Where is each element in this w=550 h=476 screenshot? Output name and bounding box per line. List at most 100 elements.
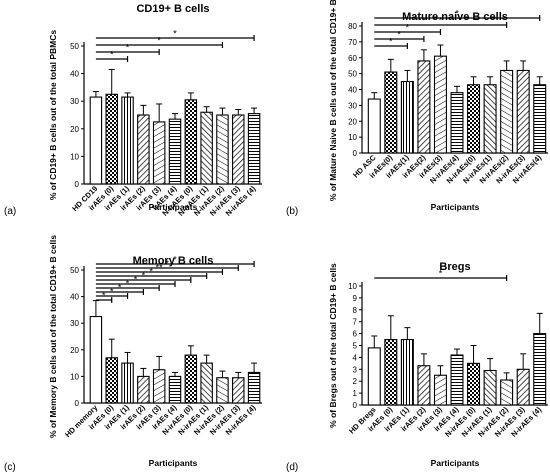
- bar: [433, 55, 447, 154]
- y-tick-label: 50: [70, 42, 79, 51]
- bar: [247, 113, 261, 185]
- significance-label: **: [156, 263, 164, 273]
- bar: [105, 93, 118, 185]
- y-tick-label: 0: [75, 399, 80, 408]
- bar: [433, 374, 447, 406]
- bar: [105, 357, 118, 404]
- bar: [184, 99, 198, 185]
- bar: [533, 84, 547, 154]
- bar: [400, 81, 414, 154]
- significance-label: *: [110, 50, 114, 60]
- significance-label: *: [157, 36, 161, 46]
- y-axis-label: % of Memory B cells out of the total CD1…: [48, 235, 58, 438]
- bar: [417, 60, 431, 154]
- bar: [500, 379, 514, 406]
- panel-label: (a): [4, 206, 16, 217]
- y-tick-label: 40: [70, 70, 79, 79]
- bar: [200, 111, 213, 185]
- significance-label: *: [173, 29, 177, 39]
- y-tick-label: 10: [348, 133, 357, 142]
- y-tick-label: 0: [75, 180, 80, 189]
- panel-label: (b): [286, 206, 298, 217]
- significance-label: *: [126, 43, 130, 53]
- y-tick-label: 40: [348, 86, 357, 95]
- bar: [516, 69, 530, 154]
- bar: [152, 369, 166, 404]
- y-tick-label: 80: [348, 22, 357, 31]
- significance-label: *: [389, 37, 393, 47]
- significance-label: *: [110, 287, 114, 297]
- y-tick-label: 2: [353, 377, 358, 386]
- y-tick-label: 30: [70, 97, 79, 106]
- bar: [367, 347, 381, 406]
- bar: [232, 114, 245, 185]
- bar: [121, 362, 134, 404]
- significance-label: *: [173, 255, 177, 265]
- bar: [384, 71, 398, 154]
- y-axis-label: % of CD19+ B cells out of the total PBMC…: [48, 30, 58, 201]
- y-tick-label: 10: [348, 282, 357, 291]
- y-tick-label: 30: [70, 319, 79, 328]
- chart-title: CD19+ B cells: [136, 3, 209, 15]
- y-tick-label: 40: [70, 293, 79, 302]
- y-tick-label: 50: [70, 266, 79, 275]
- significance-label: *: [134, 275, 138, 285]
- y-tick-label: 7: [353, 318, 358, 327]
- bar: [467, 84, 481, 154]
- bar: [121, 96, 134, 185]
- significance-label: *: [439, 16, 443, 26]
- bar: [483, 369, 497, 406]
- y-tick-label: 10: [70, 372, 79, 381]
- y-tick-label: 70: [348, 38, 357, 47]
- bar: [500, 69, 514, 154]
- significance-label: *: [150, 267, 154, 277]
- significance-label: *: [142, 271, 146, 281]
- x-axis-label: Participants: [431, 458, 480, 468]
- bar: [168, 118, 182, 185]
- y-tick-label: 9: [353, 294, 358, 303]
- bar: [450, 92, 464, 154]
- x-axis-label: Participants: [149, 458, 198, 468]
- y-tick-label: 8: [353, 306, 358, 315]
- chart-title: Bregs: [439, 261, 470, 273]
- panel-label: (c): [4, 462, 16, 473]
- bar: [367, 98, 381, 154]
- significance-label: *: [102, 291, 106, 301]
- bar: [216, 377, 229, 404]
- bar: [516, 368, 530, 406]
- chart-title: Memory B cells: [133, 255, 214, 267]
- bar: [483, 84, 497, 154]
- y-tick-label: 1: [353, 389, 358, 398]
- bar: [247, 371, 261, 404]
- y-tick-label: 60: [348, 54, 357, 63]
- x-axis-label: Participants: [149, 202, 198, 212]
- bar: [89, 96, 103, 185]
- bar: [216, 114, 229, 185]
- bar: [89, 315, 103, 404]
- significance-label: *: [455, 9, 459, 19]
- bar: [200, 362, 213, 404]
- bar: [152, 121, 166, 185]
- significance-label: *: [118, 283, 122, 293]
- y-tick-label: 10: [70, 152, 79, 161]
- significance-label: *: [406, 23, 410, 33]
- y-tick-label: 20: [348, 117, 357, 126]
- bar: [467, 362, 481, 406]
- x-axis-label: Participants: [431, 202, 480, 212]
- bar: [533, 333, 547, 406]
- y-axis-label: % of Bregs out of the total CD19+ B cell…: [328, 263, 338, 428]
- bar: [137, 375, 150, 404]
- significance-label: *: [439, 269, 443, 279]
- y-tick-label: 0: [353, 149, 358, 158]
- y-tick-label: 0: [353, 401, 358, 410]
- bar: [400, 338, 414, 406]
- bar: [184, 354, 198, 404]
- y-tick-label: 20: [70, 125, 79, 134]
- y-tick-label: 3: [353, 365, 358, 374]
- chart-title: Mature naive B cells: [402, 11, 508, 23]
